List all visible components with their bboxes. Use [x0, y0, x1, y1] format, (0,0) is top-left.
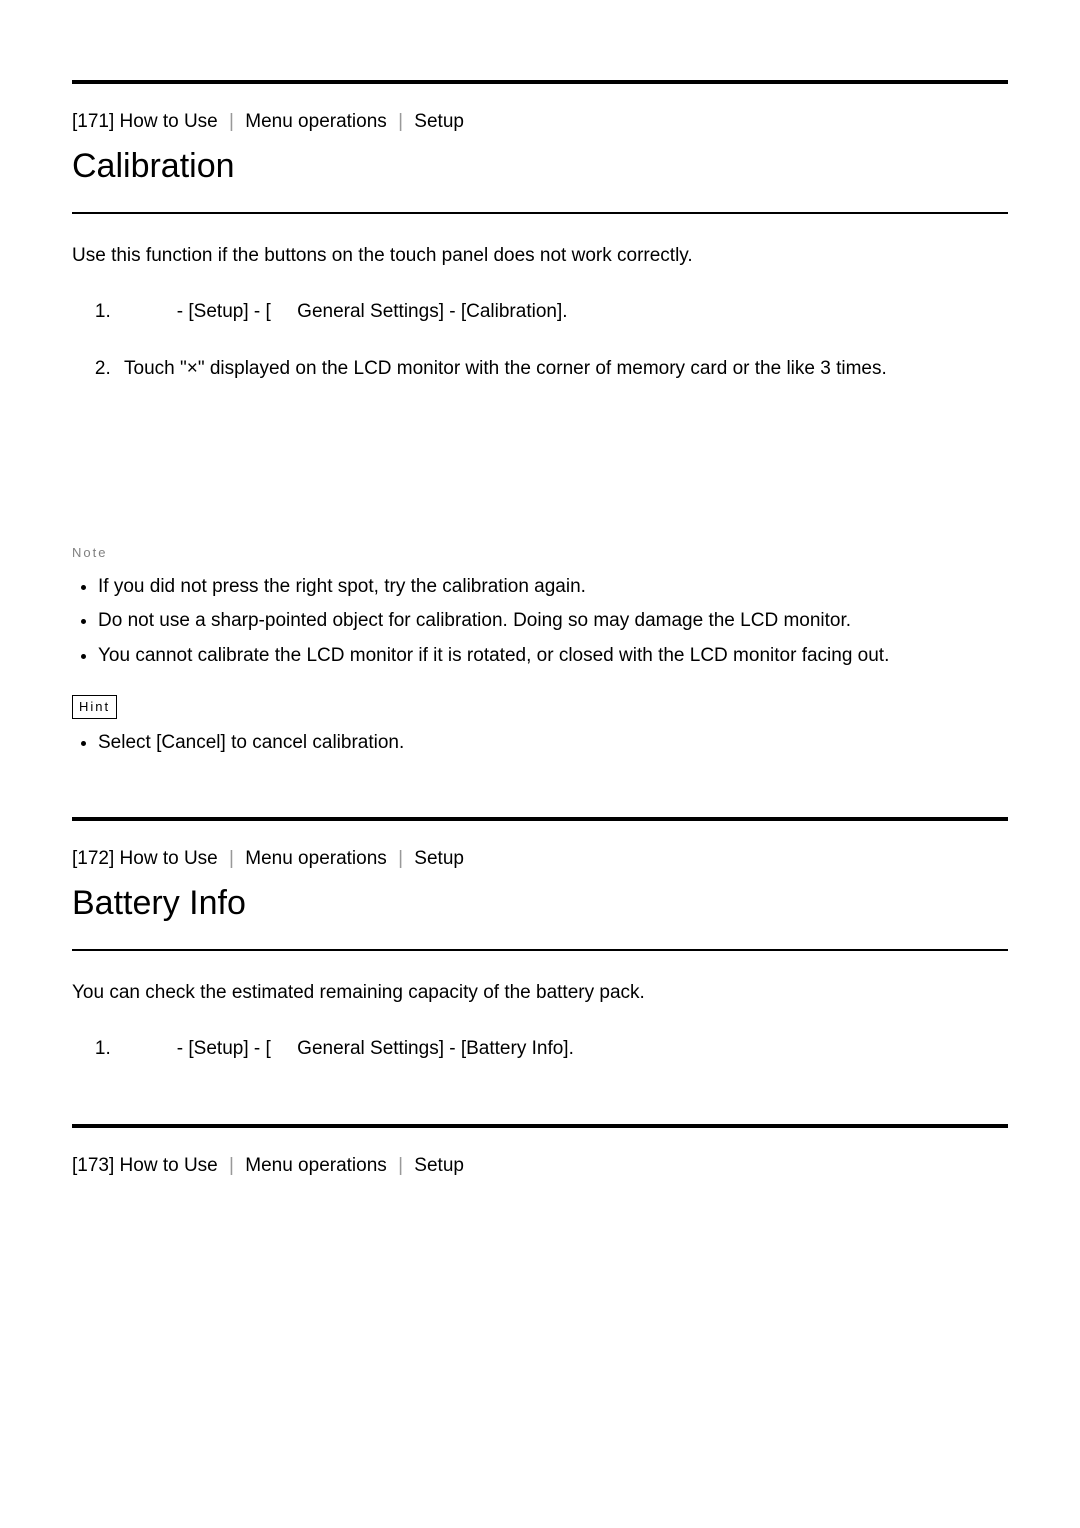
steps-list: - [Setup] - [ General Settings] - [Batte…	[72, 1035, 1008, 1064]
step-text: - [Setup] - [ General Settings] - [Calib…	[124, 301, 568, 322]
breadcrumb-number: [171]	[72, 111, 114, 132]
hint-item: Select [Cancel] to cancel calibration.	[98, 729, 1008, 758]
hints-list: Select [Cancel] to cancel calibration.	[72, 729, 1008, 758]
step-item: Touch "×" displayed on the LCD monitor w…	[116, 355, 1008, 384]
breadcrumb-part: Menu operations	[245, 111, 387, 132]
breadcrumb-separator-icon: |	[392, 848, 409, 869]
breadcrumb-separator-icon: |	[223, 1155, 240, 1176]
title-underline	[72, 212, 1008, 214]
note-label: Note	[72, 543, 1008, 563]
intro-text: You can check the estimated remaining ca…	[72, 979, 1008, 1008]
hint-label: Hint	[72, 695, 117, 719]
breadcrumb-part: Setup	[414, 1155, 464, 1176]
breadcrumb-number: [172]	[72, 848, 114, 869]
breadcrumb-number: [173]	[72, 1155, 114, 1176]
step-item: - [Setup] - [ General Settings] - [Calib…	[116, 298, 1008, 327]
page-title: Calibration	[72, 141, 1008, 192]
breadcrumb-separator-icon: |	[223, 848, 240, 869]
breadcrumb-part: How to Use	[120, 111, 218, 132]
note-item: If you did not press the right spot, try…	[98, 573, 1008, 602]
breadcrumb-part: Setup	[414, 848, 464, 869]
step-text: Touch "×" displayed on the LCD monitor w…	[124, 358, 887, 379]
notes-list: If you did not press the right spot, try…	[72, 573, 1008, 671]
breadcrumb-separator-icon: |	[392, 111, 409, 132]
breadcrumb-part: Menu operations	[245, 848, 387, 869]
breadcrumb-part: How to Use	[120, 848, 218, 869]
breadcrumb: [171] How to Use | Menu operations | Set…	[72, 108, 1008, 137]
steps-list: - [Setup] - [ General Settings] - [Calib…	[72, 298, 1008, 383]
section-rule	[72, 80, 1008, 84]
breadcrumb-separator-icon: |	[223, 111, 240, 132]
step-item: - [Setup] - [ General Settings] - [Batte…	[116, 1035, 1008, 1064]
page-root: [171] How to Use | Menu operations | Set…	[0, 0, 1080, 1528]
breadcrumb: [172] How to Use | Menu operations | Set…	[72, 845, 1008, 874]
section-rule	[72, 817, 1008, 821]
breadcrumb-part: Menu operations	[245, 1155, 387, 1176]
breadcrumb-part: Setup	[414, 111, 464, 132]
breadcrumb-separator-icon: |	[392, 1155, 409, 1176]
section-rule	[72, 1124, 1008, 1128]
breadcrumb-part: How to Use	[120, 1155, 218, 1176]
page-title: Battery Info	[72, 878, 1008, 929]
intro-text: Use this function if the buttons on the …	[72, 242, 1008, 271]
note-item: Do not use a sharp-pointed object for ca…	[98, 607, 1008, 636]
title-underline	[72, 949, 1008, 951]
step-text: - [Setup] - [ General Settings] - [Batte…	[124, 1038, 574, 1059]
note-item: You cannot calibrate the LCD monitor if …	[98, 642, 1008, 671]
breadcrumb: [173] How to Use | Menu operations | Set…	[72, 1152, 1008, 1181]
